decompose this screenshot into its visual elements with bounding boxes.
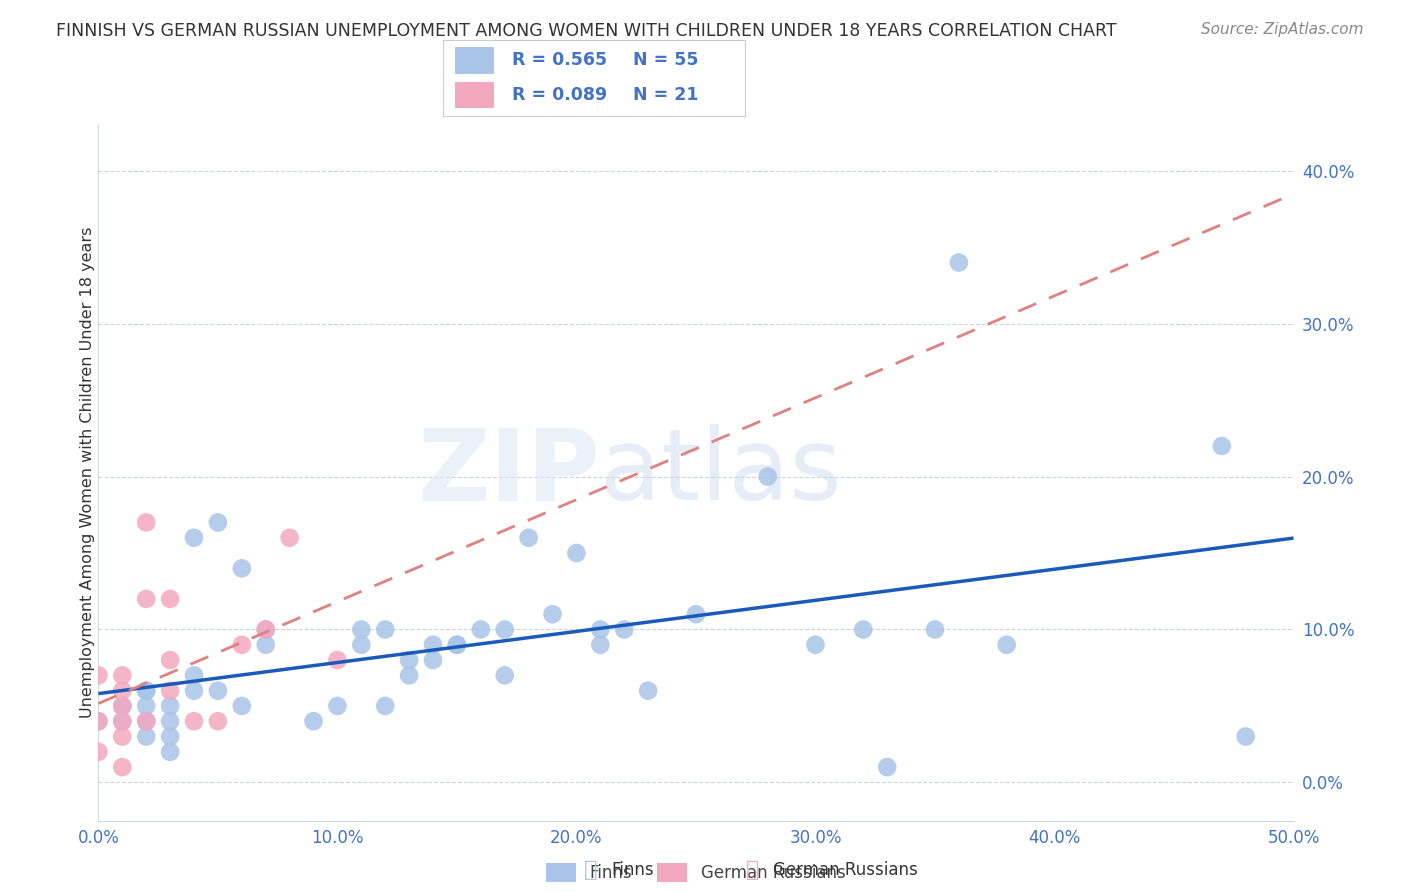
Point [183, 714, 205, 729]
Point [446, 638, 468, 652]
Text: ⬜: ⬜ [745, 860, 759, 880]
Point [756, 469, 779, 483]
Point [876, 760, 898, 774]
Point [254, 623, 277, 637]
Point [278, 531, 301, 545]
Text: N = 21: N = 21 [633, 86, 699, 103]
Point [494, 623, 516, 637]
Point [470, 623, 492, 637]
Point [135, 683, 157, 698]
Point [183, 683, 205, 698]
Point [517, 531, 540, 545]
Point [87, 745, 110, 759]
Point [589, 638, 612, 652]
FancyBboxPatch shape [456, 82, 495, 109]
Point [326, 698, 349, 713]
Point [135, 591, 157, 606]
Point [422, 653, 444, 667]
Point [422, 638, 444, 652]
Point [852, 623, 875, 637]
Point [398, 653, 420, 667]
Point [231, 638, 253, 652]
Point [111, 668, 134, 682]
Point [111, 698, 134, 713]
Point [207, 714, 229, 729]
Point [374, 623, 396, 637]
Point [685, 607, 707, 622]
Point [111, 714, 134, 729]
Point [87, 668, 110, 682]
Point [231, 561, 253, 575]
Text: German Russians: German Russians [773, 861, 918, 879]
Point [87, 714, 110, 729]
Point [159, 591, 181, 606]
Point [995, 638, 1018, 652]
Point [159, 714, 181, 729]
Point [398, 668, 420, 682]
Point [111, 683, 134, 698]
Point [254, 623, 277, 637]
Point [87, 714, 110, 729]
Point [111, 730, 134, 744]
Point [948, 255, 970, 269]
Y-axis label: Unemployment Among Women with Children Under 18 years: Unemployment Among Women with Children U… [80, 227, 94, 718]
Point [924, 623, 946, 637]
Point [565, 546, 588, 560]
Point [207, 516, 229, 530]
Point [135, 516, 157, 530]
Text: R = 0.089: R = 0.089 [512, 86, 607, 103]
Point [1211, 439, 1233, 453]
Point [637, 683, 659, 698]
Point [159, 730, 181, 744]
Text: ZIP: ZIP [418, 425, 600, 521]
Point [446, 638, 468, 652]
Point [374, 698, 396, 713]
Text: Source: ZipAtlas.com: Source: ZipAtlas.com [1201, 22, 1364, 37]
Text: R = 0.565: R = 0.565 [512, 51, 607, 69]
Point [804, 638, 827, 652]
Point [135, 730, 157, 744]
Point [135, 683, 157, 698]
Point [589, 623, 612, 637]
Point [350, 638, 373, 652]
Point [159, 745, 181, 759]
Point [183, 668, 205, 682]
Point [254, 638, 277, 652]
Text: FINNISH VS GERMAN RUSSIAN UNEMPLOYMENT AMONG WOMEN WITH CHILDREN UNDER 18 YEARS : FINNISH VS GERMAN RUSSIAN UNEMPLOYMENT A… [56, 22, 1116, 40]
Point [1234, 730, 1257, 744]
Point [326, 653, 349, 667]
Point [159, 698, 181, 713]
Point [111, 698, 134, 713]
Legend: Finns, German Russians: Finns, German Russians [540, 856, 852, 888]
Point [159, 683, 181, 698]
Point [207, 683, 229, 698]
Text: Finns: Finns [612, 861, 654, 879]
Point [159, 653, 181, 667]
Point [231, 698, 253, 713]
Point [350, 623, 373, 637]
Point [135, 714, 157, 729]
Point [541, 607, 564, 622]
Text: ⬜: ⬜ [583, 860, 598, 880]
Point [135, 714, 157, 729]
Text: atlas: atlas [600, 425, 842, 521]
Point [111, 698, 134, 713]
Point [135, 714, 157, 729]
Point [111, 760, 134, 774]
FancyBboxPatch shape [456, 47, 495, 73]
Point [302, 714, 325, 729]
Text: N = 55: N = 55 [633, 51, 699, 69]
Point [135, 698, 157, 713]
Point [183, 531, 205, 545]
Point [613, 623, 636, 637]
Point [494, 668, 516, 682]
Point [111, 714, 134, 729]
